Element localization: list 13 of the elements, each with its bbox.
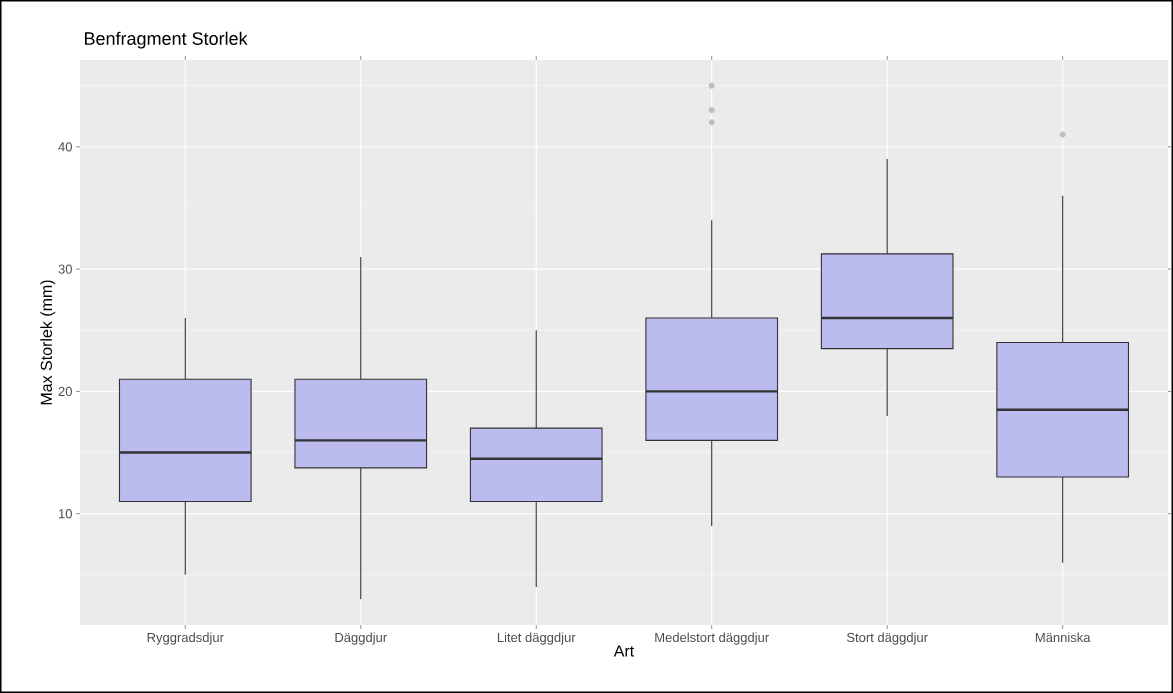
x-tick-label: Medelstort däggdjur [655,632,769,645]
x-tick-label: Stort däggdjur [846,632,928,645]
y-tick-label: 30 [58,264,72,274]
y-axis-title: Max Storlek (mm) [40,280,56,405]
x-tick-label: Däggdjur [335,632,387,645]
chart-title: Benfragment Storlek [85,31,248,49]
x-axis-title: Art [613,645,635,657]
x-tick-label: Litet däggdjur [497,632,576,645]
y-tick-label: 10 [59,509,72,519]
y-tick-label: 40 [58,142,72,152]
x-tick-label: Ryggradsdjur [147,632,224,645]
x-tick-label: Människa [1035,632,1091,643]
y-tick-label: 20 [58,386,72,397]
